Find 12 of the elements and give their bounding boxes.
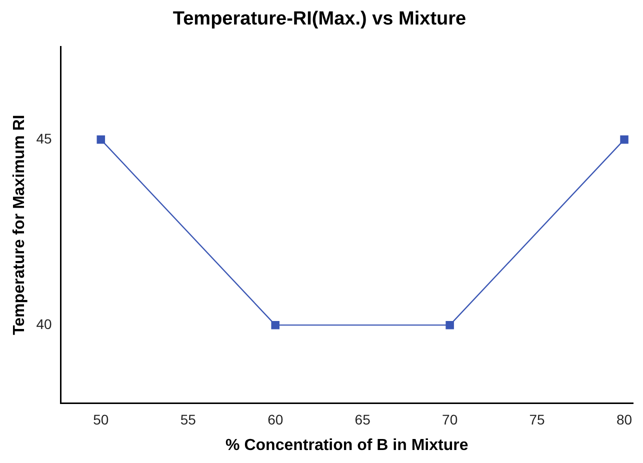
x-tick-label: 75	[529, 411, 546, 428]
y-tick-label: 45	[36, 130, 52, 146]
x-tick-label: 50	[93, 411, 109, 428]
y-tick-label: 40	[36, 316, 52, 332]
x-tick-label: 65	[354, 411, 371, 428]
x-tick-label: 80	[616, 411, 632, 428]
x-tick-label: 70	[442, 411, 458, 428]
x-tick-label: 55	[180, 411, 196, 428]
y-axis-title: Temperature for Maximum RI	[11, 114, 28, 335]
x-axis-title: % Concentration of B in Mixture	[226, 436, 468, 454]
x-tick-label: 60	[268, 411, 284, 428]
chart-title: Temperature-RI(Max.) vs Mixture	[172, 8, 466, 30]
